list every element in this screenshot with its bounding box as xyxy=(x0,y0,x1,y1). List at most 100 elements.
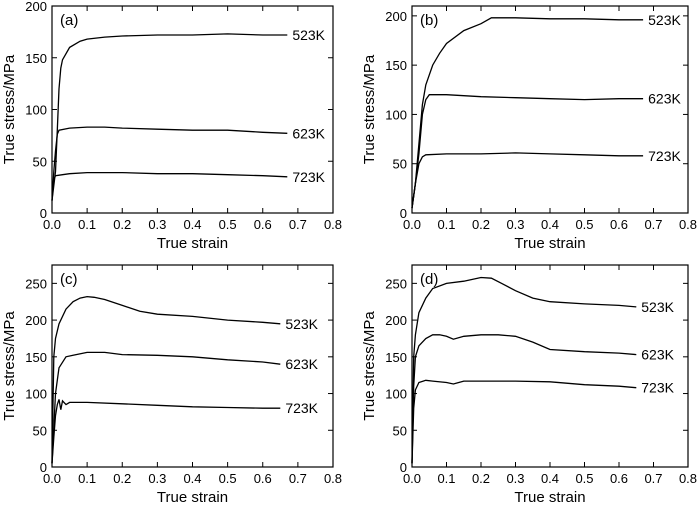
x-axis-label: True strain xyxy=(514,489,585,506)
chart-panel: 0.0 0.1 0.2 0.3 0.4 0.5 0.6 0.7 0.8 0 50 100 150 200 (… xyxy=(361,5,697,252)
panel-label: (a) xyxy=(60,12,78,29)
y-tick-label: 100 xyxy=(385,387,407,402)
y-axis-label: True stress/MPa xyxy=(361,54,378,164)
y-tick-label: 250 xyxy=(385,276,407,291)
y-tick-label: 150 xyxy=(385,58,407,73)
x-tick-label: 0.7 xyxy=(289,471,307,486)
x-tick-label: 0.1 xyxy=(78,471,96,486)
x-tick-label: 0.3 xyxy=(148,217,166,232)
x-tick-label: 0.7 xyxy=(644,217,662,232)
x-axis-label: True strain xyxy=(157,489,228,506)
x-tick-label: 0.6 xyxy=(254,217,272,232)
x-tick-label: 0.7 xyxy=(644,471,662,486)
y-tick-label: 150 xyxy=(25,350,47,365)
y-tick-label: 50 xyxy=(33,154,47,169)
y-tick-label: 150 xyxy=(385,350,407,365)
panel-label: (b) xyxy=(420,12,438,29)
series-line-623K xyxy=(51,351,281,464)
y-tick-label: 50 xyxy=(33,423,47,438)
x-tick-label: 0.6 xyxy=(254,471,272,486)
x-axis-label: True strain xyxy=(514,235,585,252)
chart-panel: 0.0 0.1 0.2 0.3 0.4 0.5 0.6 0.7 0.8 0 50 100 150 200 2… xyxy=(361,264,697,506)
x-tick-label: 0.0 xyxy=(43,471,61,486)
x-tick-label: 0.2 xyxy=(113,471,131,486)
plot-frame xyxy=(51,5,334,214)
series-label: 723K xyxy=(641,380,674,396)
series-line-523K xyxy=(51,295,281,464)
x-tick-label: 0.4 xyxy=(183,217,201,232)
x-tick-label: 0.7 xyxy=(289,217,307,232)
x-tick-label: 0.1 xyxy=(78,217,96,232)
x-tick-label: 0.3 xyxy=(506,217,524,232)
y-tick-label: 150 xyxy=(25,51,47,66)
x-tick-label: 0.8 xyxy=(324,217,342,232)
x-tick-label: 0.3 xyxy=(506,471,524,486)
y-tick-label: 100 xyxy=(385,107,407,122)
x-tick-label: 0.5 xyxy=(575,217,593,232)
x-tick-label: 0.3 xyxy=(148,471,166,486)
y-tick-label: 200 xyxy=(25,0,47,14)
series-line-623K xyxy=(411,334,637,464)
x-tick-label: 0.2 xyxy=(472,217,490,232)
series-line-523K xyxy=(411,17,644,209)
plot-frame xyxy=(411,264,689,468)
y-tick-label: 250 xyxy=(25,276,47,291)
series-label: 523K xyxy=(641,299,674,315)
series-label: 523K xyxy=(292,27,325,43)
y-tick-label: 0 xyxy=(40,206,47,221)
x-tick-label: 0.1 xyxy=(437,217,455,232)
y-axis-label: True stress/MPa xyxy=(1,54,18,164)
x-tick-label: 0.2 xyxy=(113,217,131,232)
y-tick-label: 200 xyxy=(25,313,47,328)
series-label: 723K xyxy=(285,400,318,416)
series-line-523K xyxy=(51,33,288,201)
x-tick-label: 0.2 xyxy=(472,471,490,486)
x-tick-label: 0.8 xyxy=(679,217,697,232)
x-axis-label: True strain xyxy=(157,235,228,252)
series-label: 623K xyxy=(641,347,674,363)
series-line-723K xyxy=(411,152,644,209)
x-tick-label: 0.4 xyxy=(541,217,559,232)
y-tick-label: 0 xyxy=(400,460,407,475)
x-tick-label: 0.0 xyxy=(43,217,61,232)
series-line-523K xyxy=(411,276,637,464)
y-axis-label: True stress/MPa xyxy=(361,311,378,421)
series-line-723K xyxy=(51,171,288,201)
chart-panel: 0.0 0.1 0.2 0.3 0.4 0.5 0.6 0.7 0.8 0 50 100 150 200 (… xyxy=(1,0,342,252)
y-axis-label: True stress/MPa xyxy=(1,311,18,421)
series-line-723K xyxy=(51,399,281,464)
x-tick-label: 0.0 xyxy=(403,471,421,486)
series-label: 523K xyxy=(285,316,318,332)
x-tick-label: 0.1 xyxy=(437,471,455,486)
x-tick-label: 0.4 xyxy=(541,471,559,486)
y-tick-label: 200 xyxy=(385,9,407,24)
series-line-723K xyxy=(411,379,637,464)
x-tick-label: 0.6 xyxy=(610,471,628,486)
series-label: 623K xyxy=(292,125,325,141)
x-tick-label: 0.5 xyxy=(219,471,237,486)
x-tick-label: 0.5 xyxy=(219,217,237,232)
series-label: 623K xyxy=(648,91,681,107)
x-tick-label: 0.8 xyxy=(679,471,697,486)
y-tick-label: 0 xyxy=(40,460,47,475)
x-tick-label: 0.0 xyxy=(403,217,421,232)
x-tick-label: 0.8 xyxy=(324,471,342,486)
series-label: 623K xyxy=(285,356,318,372)
series-label: 723K xyxy=(292,169,325,185)
x-tick-label: 0.6 xyxy=(610,217,628,232)
y-tick-label: 200 xyxy=(385,313,407,328)
series-line-623K xyxy=(51,126,288,201)
series-line-623K xyxy=(411,94,644,209)
y-tick-label: 50 xyxy=(393,157,407,172)
series-label: 523K xyxy=(648,12,681,28)
panel-label: (c) xyxy=(60,271,78,288)
chart-panel: 0.0 0.1 0.2 0.3 0.4 0.5 0.6 0.7 0.8 0 50 100 150 200 2… xyxy=(1,264,342,506)
y-tick-label: 100 xyxy=(25,387,47,402)
x-tick-label: 0.4 xyxy=(183,471,201,486)
plot-frame xyxy=(411,5,689,214)
x-tick-label: 0.5 xyxy=(575,471,593,486)
y-tick-label: 50 xyxy=(393,423,407,438)
series-label: 723K xyxy=(648,148,681,164)
panel-label: (d) xyxy=(420,271,438,288)
